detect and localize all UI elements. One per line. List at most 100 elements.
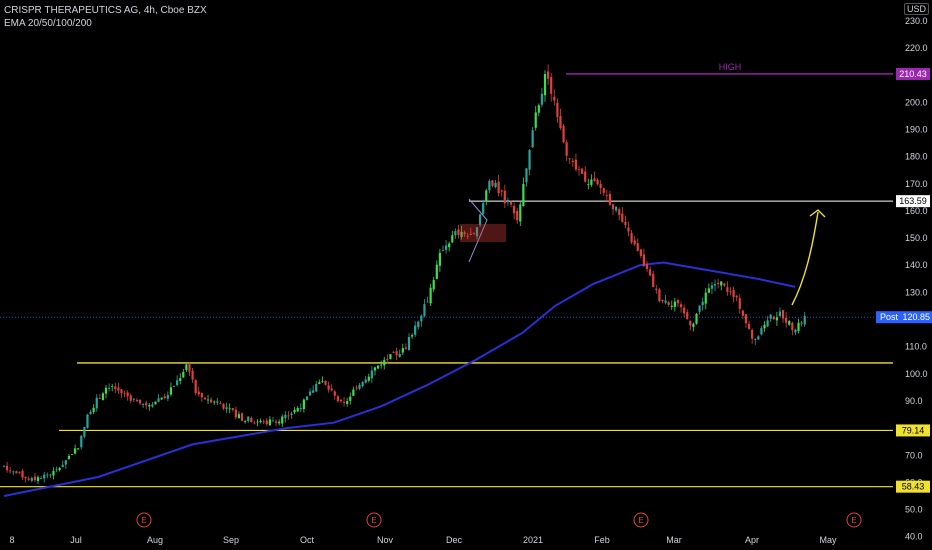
candle-body: [148, 405, 151, 407]
candle-body: [237, 414, 241, 419]
candle-body: [197, 391, 200, 395]
candle-body: [346, 401, 349, 404]
candle-body: [188, 364, 191, 372]
candle-body: [497, 181, 500, 194]
candle: [429, 283, 432, 307]
candle-body: [463, 232, 466, 235]
candle-body: [550, 77, 553, 94]
candle-body: [528, 149, 531, 170]
candle-body: [83, 427, 86, 437]
candle: [553, 89, 556, 106]
candle-body: [547, 71, 550, 79]
candle: [701, 297, 704, 311]
candle: [36, 475, 40, 485]
candle: [599, 180, 602, 195]
candle: [760, 325, 763, 336]
candle: [744, 313, 748, 328]
candle-body: [58, 467, 61, 470]
earnings-marker[interactable]: E: [366, 512, 382, 528]
x-tick-label: Sep: [223, 535, 239, 545]
candle: [803, 311, 806, 328]
candle: [21, 469, 24, 480]
candle: [12, 470, 15, 476]
candle-body: [661, 299, 664, 302]
candle-body: [386, 359, 389, 360]
candle: [274, 419, 278, 427]
candle-body: [114, 386, 117, 390]
support-2-price-label-bg: [896, 424, 930, 437]
candle: [741, 310, 744, 320]
candle: [661, 299, 664, 304]
candle-body: [108, 387, 111, 389]
candle-body: [423, 304, 426, 317]
earnings-marker[interactable]: E: [136, 512, 152, 528]
earnings-marker[interactable]: E: [846, 512, 862, 528]
earnings-icon: [366, 512, 382, 528]
candle: [689, 320, 692, 331]
candle-body: [101, 393, 105, 401]
candle: [315, 380, 318, 393]
candle-body: [67, 455, 71, 460]
high-price-label-bg: [896, 67, 930, 80]
candle-body: [615, 206, 618, 211]
y-tick-label: 150.0: [905, 233, 928, 243]
candle: [593, 171, 596, 182]
candle-body: [679, 304, 683, 308]
earnings-label: E: [851, 516, 856, 525]
candle: [157, 393, 160, 403]
candle-body: [574, 159, 578, 170]
candle: [621, 207, 624, 223]
candle: [256, 419, 259, 427]
candle: [618, 207, 621, 221]
currency-label[interactable]: USD: [904, 3, 930, 15]
candle-body: [778, 311, 782, 317]
x-tick-label: Dec: [446, 535, 463, 545]
candle-body: [627, 227, 630, 232]
time-axis: 8 Jul Aug Sep Oct Nov Dec 2021 Feb Mar Apr May: [9, 535, 837, 545]
candle: [203, 396, 207, 400]
candle: [176, 375, 179, 387]
candle-body: [231, 408, 234, 411]
candle: [265, 418, 268, 427]
candle-body: [754, 339, 757, 340]
candle: [237, 411, 241, 419]
candle-body: [324, 380, 327, 385]
candle: [710, 282, 714, 295]
candle: [590, 174, 593, 187]
candle-body: [441, 250, 445, 252]
candle-body: [723, 283, 726, 286]
candle: [108, 383, 111, 392]
candle: [250, 416, 253, 423]
candle: [15, 470, 18, 474]
candle: [686, 309, 689, 320]
candle-body: [222, 403, 225, 409]
symbol-title: CRISPR THERAPEUTICS AG, 4h, Cboe BZX: [4, 5, 207, 16]
candle: [692, 322, 695, 332]
candle: [24, 476, 27, 483]
candle: [757, 335, 760, 340]
candle: [61, 460, 64, 468]
candle-body: [219, 403, 222, 405]
candle-body: [652, 273, 655, 288]
candle: [581, 168, 584, 175]
candle: [101, 391, 105, 401]
candle-body: [451, 235, 454, 243]
candle-body: [565, 142, 568, 156]
candle-body: [692, 323, 695, 327]
candle: [639, 248, 642, 259]
candle: [469, 227, 472, 236]
candle-body: [788, 321, 791, 325]
candle-body: [274, 421, 278, 423]
candle-body: [349, 396, 352, 401]
candle: [556, 98, 559, 123]
candle: [182, 368, 185, 378]
candle: [111, 383, 114, 392]
candle: [679, 301, 683, 313]
earnings-marker[interactable]: E: [633, 512, 649, 528]
candle: [417, 320, 420, 330]
candle: [766, 316, 769, 327]
candle-body: [315, 383, 318, 392]
candle: [2, 465, 6, 468]
candle: [392, 350, 395, 354]
